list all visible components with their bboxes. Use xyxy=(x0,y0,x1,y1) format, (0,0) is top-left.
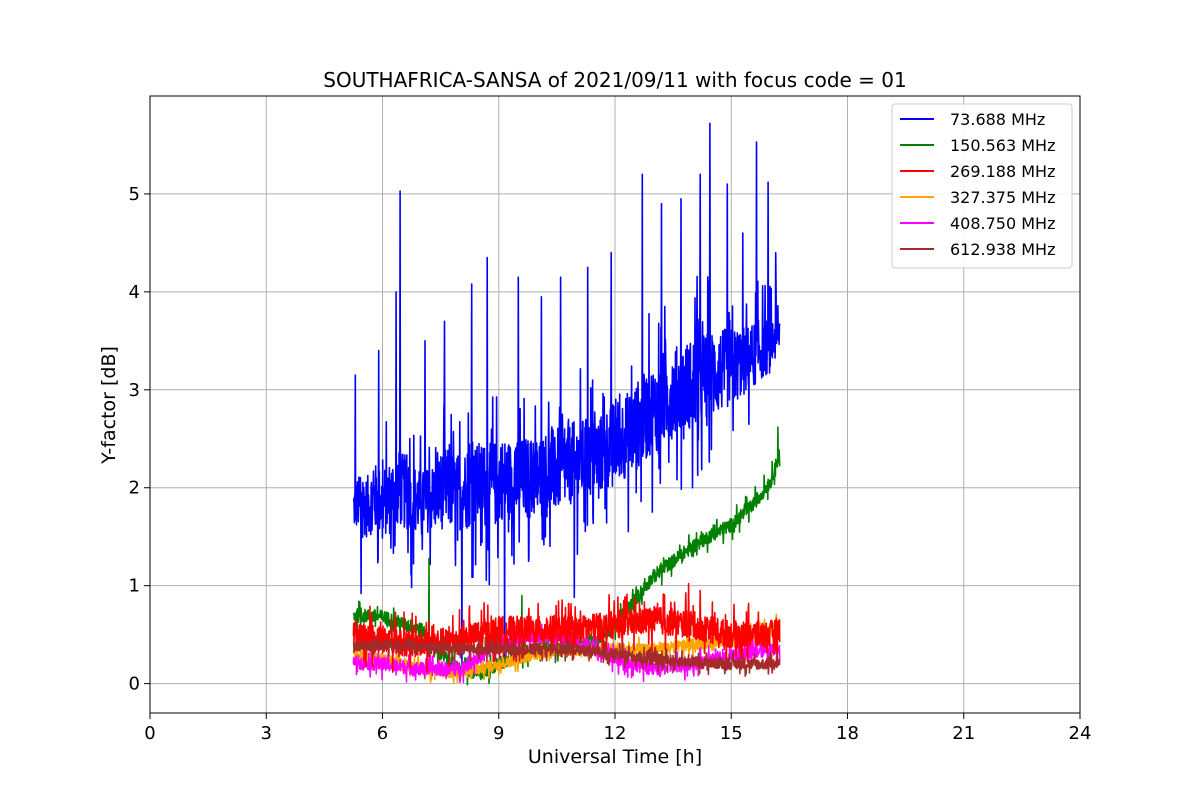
x-tick-label: 9 xyxy=(493,723,504,744)
x-tick-label: 3 xyxy=(261,723,272,744)
y-tick-label: 0 xyxy=(129,674,140,695)
legend-label: 150.563 MHz xyxy=(950,136,1055,155)
chart-title: SOUTHAFRICA-SANSA of 2021/09/11 with foc… xyxy=(323,68,907,92)
x-tick-label: 21 xyxy=(952,723,975,744)
x-tick-label: 18 xyxy=(836,723,859,744)
y-tick-label: 2 xyxy=(129,478,140,499)
x-tick-label: 0 xyxy=(144,723,155,744)
x-tick-label: 24 xyxy=(1069,723,1092,744)
legend-label: 408.750 MHz xyxy=(950,214,1055,233)
legend-box xyxy=(891,103,1073,269)
y-tick-label: 4 xyxy=(129,282,140,303)
x-tick-label: 12 xyxy=(604,723,627,744)
series-line xyxy=(352,635,781,677)
x-tick-label: 6 xyxy=(377,723,388,744)
x-axis-label: Universal Time [h] xyxy=(528,746,702,768)
legend-label: 269.188 MHz xyxy=(950,162,1055,181)
legend-label: 327.375 MHz xyxy=(950,188,1055,207)
series-layer xyxy=(352,122,781,686)
y-axis-label: Y-factor [dB] xyxy=(98,346,120,465)
legend-label: 73.688 MHz xyxy=(950,110,1045,129)
series-line xyxy=(352,122,781,665)
y-tick-label: 3 xyxy=(129,380,140,401)
legend-label: 612.938 MHz xyxy=(950,240,1055,259)
y-tick-label: 1 xyxy=(129,576,140,597)
legend: 73.688 MHz 150.563 MHz 269.188 MHz 327.375 … xyxy=(891,103,1073,269)
y-tick-label: 5 xyxy=(129,184,140,205)
x-tick-label: 15 xyxy=(720,723,743,744)
